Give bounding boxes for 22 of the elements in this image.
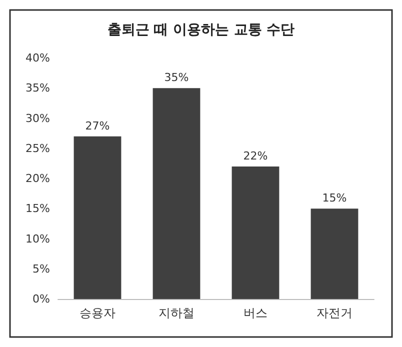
data-label: 35% bbox=[164, 71, 189, 84]
y-tick-label: 0% bbox=[32, 292, 50, 306]
chart-title: 출퇴근 때 이용하는 교통 수단 bbox=[107, 22, 295, 38]
y-tick-label: 5% bbox=[32, 262, 50, 276]
data-label: 27% bbox=[85, 119, 110, 132]
y-tick-label: 10% bbox=[26, 232, 50, 246]
x-tick-label: 버스 bbox=[244, 306, 268, 320]
data-label: 15% bbox=[322, 192, 347, 205]
y-tick-label: 25% bbox=[26, 142, 50, 155]
y-tick-label: 35% bbox=[26, 82, 50, 95]
bar bbox=[152, 88, 200, 299]
x-tick-label: 지하철 bbox=[158, 306, 194, 320]
y-tick-label: 15% bbox=[26, 202, 50, 216]
y-tick-label: 20% bbox=[26, 172, 50, 185]
x-tick-label: 자전거 bbox=[316, 306, 352, 320]
bar bbox=[232, 166, 280, 299]
bar bbox=[74, 136, 122, 299]
y-tick-label: 30% bbox=[26, 112, 50, 125]
x-tick-label: 승용자 bbox=[80, 306, 116, 320]
y-tick-label: 40% bbox=[26, 52, 50, 64]
bar bbox=[310, 208, 358, 299]
data-label: 22% bbox=[243, 149, 268, 162]
